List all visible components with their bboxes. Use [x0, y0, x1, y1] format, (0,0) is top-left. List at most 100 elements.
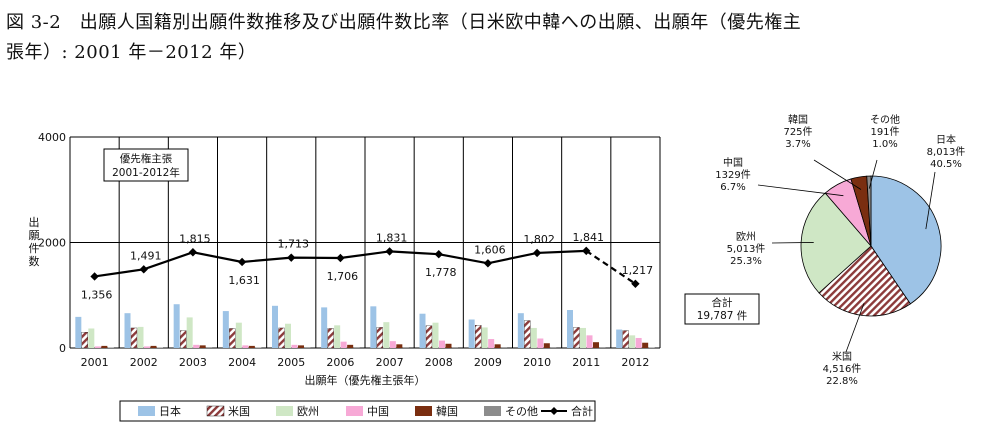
total-label-2008: 1,778: [425, 266, 457, 279]
total-marker-2004: [237, 257, 247, 267]
bar-japan-2001: [75, 316, 82, 348]
pie-label-china-count: 1329件: [715, 169, 750, 181]
bar-europe-2011: [580, 327, 586, 348]
bar-europe-2001: [88, 328, 95, 348]
bar-other-2004: [255, 347, 262, 348]
bar-china-2002: [144, 346, 150, 348]
total-marker-2003: [188, 248, 198, 257]
x-tick-label: 2011: [572, 356, 600, 369]
pie-label-usa-pct: 22.8%: [826, 376, 858, 387]
bar-china-2006: [340, 341, 347, 348]
total-label-2010: 1,802: [523, 233, 555, 246]
bar-china-2012: [635, 337, 642, 348]
pie-label-japan-name: 日本: [936, 133, 956, 146]
pie-label-europe-count: 5,013件: [727, 243, 766, 255]
y-tick-label: 2000: [38, 237, 66, 250]
legend-swatch-other: [484, 406, 501, 416]
annotation-box: 優先権主張 2001-2012年: [103, 148, 189, 182]
legend-swatch-korea: [415, 406, 432, 416]
bar-europe-2010: [530, 327, 537, 348]
pie-label-japan-count: 8,013件: [927, 146, 966, 158]
legend: 日本 米国 欧州 中国 韓国 その他 合計: [119, 400, 596, 422]
x-tick-label: 2001: [81, 356, 109, 369]
total-marker-2010: [532, 248, 542, 258]
bar-other-2012: [648, 347, 655, 348]
bar-china-2004: [242, 345, 249, 348]
bar-japan-2012: [616, 329, 623, 348]
pie-leader-china: [757, 184, 844, 197]
pie-label-europe-name: 欧州: [736, 231, 756, 243]
pie-leader-japan: [925, 171, 936, 230]
pie-label-other-pct: 1.0%: [872, 139, 897, 150]
bar-japan-2007: [370, 306, 377, 348]
bar-japan-2008: [419, 313, 426, 348]
bar-japan-2010: [517, 313, 524, 348]
x-tick-label: 2006: [326, 356, 354, 369]
bar-usa-2005: [278, 327, 285, 349]
x-tick-label: 2008: [425, 356, 453, 369]
figure-title-line1: 図 3-2 出願人国籍別出願件数推移及び出願件数比率（日米欧中韓への出願、出願年…: [6, 12, 802, 33]
y-axis-label-char: 出: [29, 215, 40, 229]
bar-usa-2010: [524, 320, 531, 349]
y-axis-label-char: 願: [29, 229, 40, 242]
total-marker-2002: [139, 265, 148, 274]
bar-usa-2001: [81, 332, 88, 349]
bar-usa-2002: [130, 327, 138, 349]
annotation-box-frame: [103, 148, 189, 182]
bar-other-2001: [107, 347, 114, 348]
y-tick-label: 4000: [38, 131, 66, 144]
pie-total-frame: [684, 293, 760, 325]
legend-swatch-europe: [276, 406, 293, 416]
legend-label-china: 中国: [367, 405, 389, 418]
y-axis-label-char: 件: [29, 242, 40, 255]
total-marker-2011: [582, 246, 591, 256]
y-tick-label: 0: [59, 342, 66, 355]
legend-label-europe: 欧州: [297, 405, 319, 418]
total-label-2009: 1,606: [474, 243, 506, 256]
bar-europe-2002: [137, 326, 144, 348]
total-label-2011: 1,841: [573, 231, 605, 244]
legend-label-japan: 日本: [159, 404, 181, 418]
bar-europe-2007: [383, 322, 390, 348]
bar-other-2010: [550, 347, 557, 348]
bar-japan-2004: [222, 311, 229, 348]
bar-korea-2009: [494, 344, 501, 348]
pie-label-japan-pct: 40.5%: [930, 159, 962, 170]
pie-leader-europe: [771, 242, 814, 244]
total-marker-2001: [90, 272, 99, 281]
bar-korea-2007: [396, 344, 403, 348]
legend-swatch-china: [346, 406, 363, 416]
bar-other-2011: [599, 347, 606, 348]
x-tick-label: 2010: [523, 356, 551, 369]
pie-slice-other: [866, 175, 872, 247]
bar-japan-2006: [321, 307, 328, 348]
bar-korea-2012: [642, 342, 649, 348]
pie-slice-usa: [818, 245, 911, 317]
bars: [75, 304, 655, 349]
annotation-line1: 優先権主張: [120, 152, 173, 165]
pie-label-korea-count: 725件: [783, 126, 812, 138]
total-label-2004: 1,631: [228, 274, 260, 287]
bar-china-2009: [488, 339, 495, 348]
bar-japan-2011: [567, 310, 573, 348]
legend-swatch-japan: [138, 406, 155, 416]
bar-korea-2003: [199, 345, 206, 348]
x-tick-label: 2009: [474, 356, 502, 369]
pie-label-usa-count: 4,516件: [823, 363, 862, 375]
pie-leader-korea: [813, 159, 862, 190]
y-axis-label-char: 数: [29, 255, 40, 268]
total-label-2006: 1,706: [327, 270, 359, 283]
bar-other-2002: [157, 347, 163, 348]
x-axis-label: 出願年（優先権主張年）: [305, 373, 426, 387]
bar-other-2006: [353, 347, 360, 348]
legend-swatch-usa: [206, 405, 225, 417]
bar-europe-2012: [629, 335, 636, 348]
total-marker-2009: [483, 259, 493, 268]
legend-label-total: 合計: [571, 404, 593, 418]
pie-leader-other: [868, 159, 878, 189]
bar-europe-2005: [285, 323, 291, 348]
total-marker-2007: [385, 247, 394, 256]
bar-europe-2004: [235, 322, 242, 348]
bar-usa-2004: [229, 328, 236, 349]
